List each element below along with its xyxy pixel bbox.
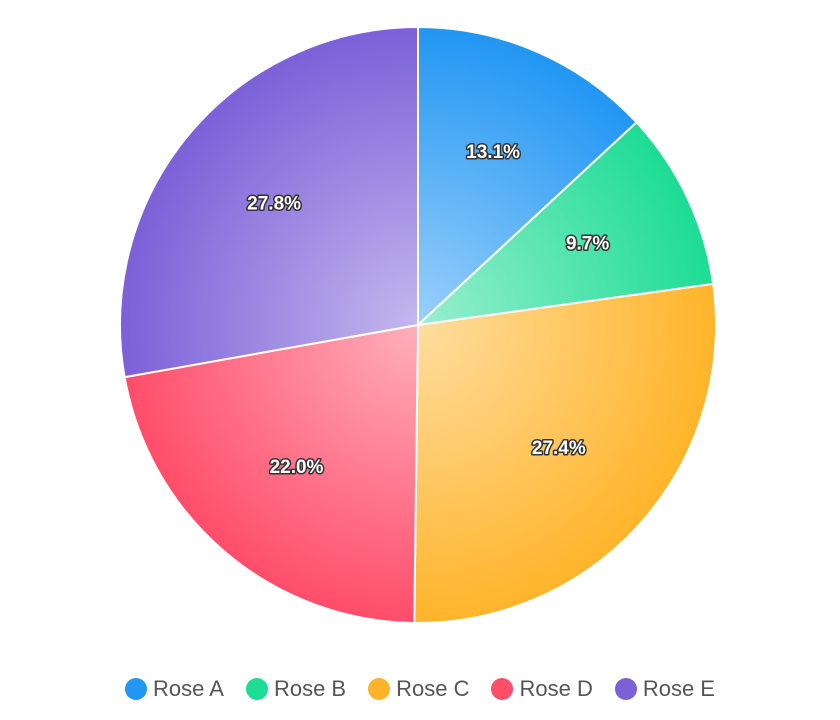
slice-label-rose-a: 13.1% bbox=[466, 142, 520, 163]
slice-label-rose-e: 27.8% bbox=[247, 193, 301, 214]
legend-dot-rose-e bbox=[614, 678, 637, 700]
pie-slice-rose-c[interactable] bbox=[413, 282, 717, 624]
legend-dot-rose-c bbox=[368, 678, 391, 700]
legend-item-rose-d[interactable]: Rose D bbox=[491, 676, 593, 702]
legend-label-rose-c: Rose C bbox=[396, 676, 470, 701]
legend-label-rose-d: Rose D bbox=[519, 676, 593, 701]
pie-slice-rose-b[interactable] bbox=[414, 120, 715, 327]
legend-dot-rose-b bbox=[245, 678, 268, 700]
legend-item-rose-b[interactable]: Rose B bbox=[245, 676, 347, 702]
slice-label-rose-c: 27.4% bbox=[532, 438, 586, 459]
legend-label-rose-e: Rose E bbox=[642, 676, 715, 701]
legend-label-rose-b: Rose B bbox=[273, 676, 347, 701]
legend-item-rose-e[interactable]: Rose E bbox=[614, 676, 715, 702]
pie-chart-svg: 13.1% 9.7% 27.4% 22.0% 27.8% bbox=[119, 25, 717, 624]
slice-label-rose-b: 9.7% bbox=[566, 234, 609, 255]
legend-label-rose-a: Rose A bbox=[153, 676, 224, 701]
pie-slices bbox=[119, 25, 717, 624]
legend-item-rose-a[interactable]: Rose A bbox=[125, 676, 224, 702]
pie-slice-rose-d[interactable] bbox=[123, 323, 420, 624]
slice-label-rose-d: 22.0% bbox=[270, 457, 324, 478]
chart-legend: Rose A Rose B Rose C Rose D Rose E bbox=[0, 672, 840, 706]
legend-dot-rose-a bbox=[125, 678, 148, 700]
pie-slice-rose-e[interactable] bbox=[119, 25, 419, 379]
legend-item-rose-c[interactable]: Rose C bbox=[368, 676, 469, 702]
legend-dot-rose-d bbox=[491, 678, 514, 700]
pie-slice-rose-a[interactable] bbox=[417, 25, 638, 328]
pie-slice-labels: 13.1% 9.7% 27.4% 22.0% 27.8% bbox=[246, 140, 611, 479]
